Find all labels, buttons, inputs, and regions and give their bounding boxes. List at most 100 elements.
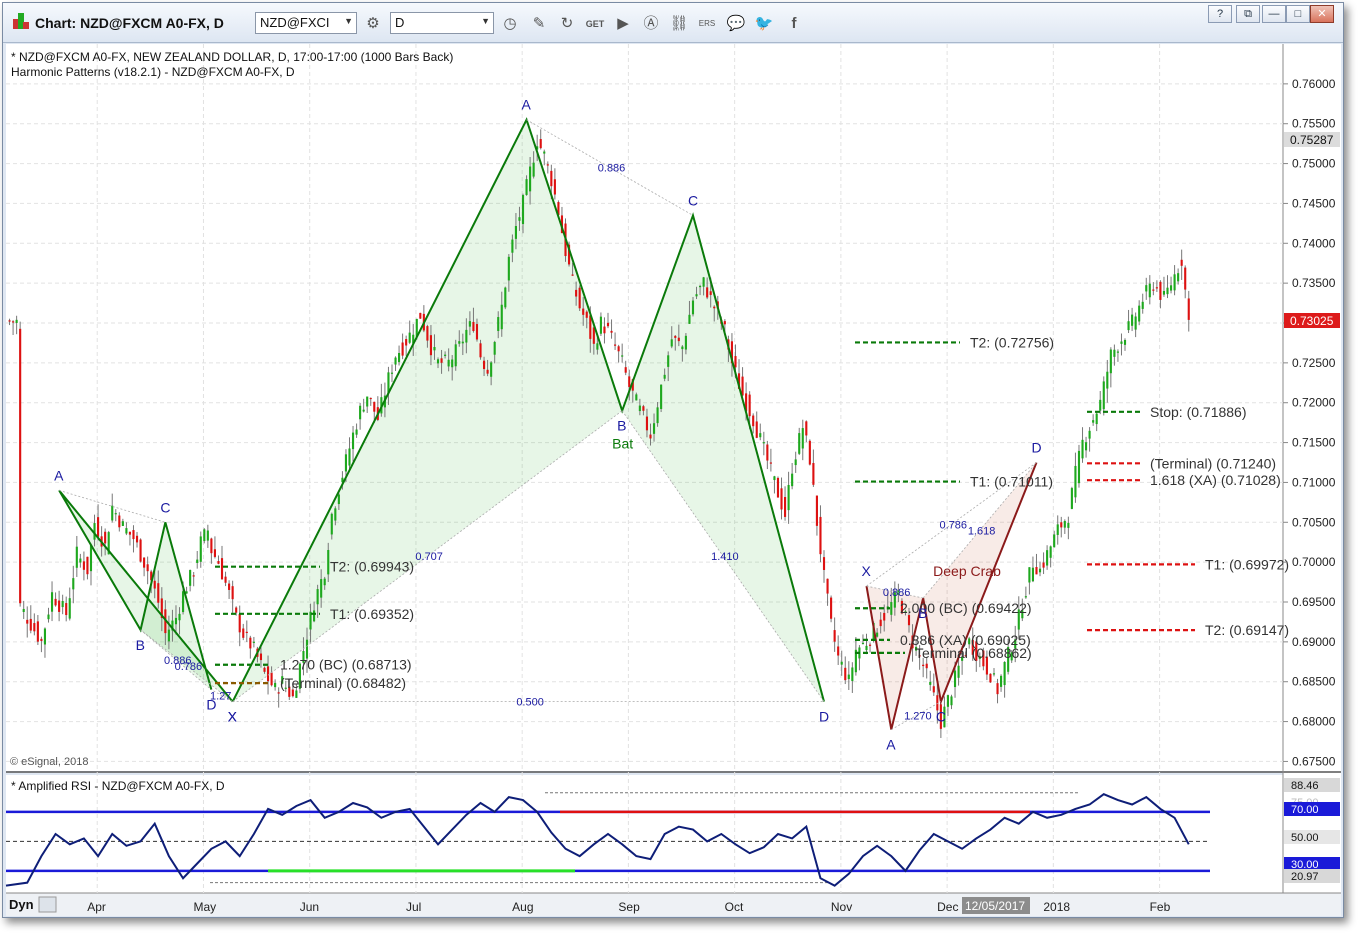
candle-body[interactable] <box>43 628 47 645</box>
candle-body[interactable] <box>989 673 992 683</box>
candle-body[interactable] <box>1077 450 1081 484</box>
candle-body[interactable] <box>723 321 726 325</box>
candle-body[interactable] <box>1038 568 1042 573</box>
candle-body[interactable] <box>1148 283 1151 298</box>
interval-combo[interactable]: D ▼ <box>390 12 494 34</box>
candle-body[interactable] <box>585 311 588 318</box>
candle-body[interactable] <box>493 341 496 355</box>
candle-body[interactable] <box>1060 522 1063 528</box>
candle-body[interactable] <box>146 564 149 572</box>
candle-body[interactable] <box>709 291 712 295</box>
candle-body[interactable] <box>79 558 82 563</box>
candle-body[interactable] <box>808 440 811 465</box>
candle-body[interactable] <box>621 355 624 357</box>
candle-body[interactable] <box>132 530 135 540</box>
candle-body[interactable] <box>557 202 560 216</box>
candle-body[interactable] <box>589 315 592 339</box>
candle-body[interactable] <box>748 394 751 417</box>
candle-body[interactable] <box>656 407 659 424</box>
candle-body[interactable] <box>426 326 429 341</box>
candle-body[interactable] <box>220 558 224 580</box>
candle-body[interactable] <box>1028 567 1031 583</box>
candle-body[interactable] <box>971 639 974 655</box>
candle-body[interactable] <box>638 405 641 412</box>
candle-body[interactable] <box>1099 399 1102 411</box>
candle-body[interactable] <box>1145 285 1148 292</box>
candle-body[interactable] <box>366 396 369 407</box>
candle-body[interactable] <box>847 674 850 680</box>
candle-body[interactable] <box>596 343 599 350</box>
candle-body[interactable] <box>794 459 797 466</box>
candle-body[interactable] <box>1155 287 1158 289</box>
candle-body[interactable] <box>348 448 351 466</box>
candle-body[interactable] <box>741 376 744 396</box>
candle-body[interactable] <box>1021 610 1024 619</box>
candle-body[interactable] <box>440 358 443 363</box>
candle-body[interactable] <box>192 575 195 577</box>
candle-body[interactable] <box>1000 675 1003 687</box>
candle-body[interactable] <box>316 589 319 605</box>
candle-body[interactable] <box>160 598 163 618</box>
link-icon[interactable]: ⛓ <box>669 15 689 32</box>
candle-body[interactable] <box>762 442 765 444</box>
candle-body[interactable] <box>755 421 758 438</box>
candle-body[interactable] <box>706 287 709 298</box>
candle-body[interactable] <box>936 695 939 711</box>
candle-body[interactable] <box>929 681 932 685</box>
candle-body[interactable] <box>1152 289 1155 291</box>
candle-body[interactable] <box>539 139 542 149</box>
pencil-icon[interactable]: ✎ <box>532 15 546 32</box>
candle-body[interactable] <box>606 322 610 327</box>
candle-body[interactable] <box>65 603 68 616</box>
candle-body[interactable] <box>631 379 634 391</box>
candle-body[interactable] <box>773 476 776 481</box>
candle-body[interactable] <box>1162 290 1166 295</box>
candle-body[interactable] <box>521 195 525 225</box>
candle-body[interactable] <box>635 394 638 401</box>
candle-body[interactable] <box>1056 524 1059 535</box>
candle-body[interactable] <box>617 346 620 352</box>
candle-body[interactable] <box>1177 273 1180 282</box>
candle-body[interactable] <box>274 682 277 688</box>
dyn-button[interactable]: Dyn <box>9 897 34 912</box>
candle-body[interactable] <box>465 329 468 343</box>
candle-body[interactable] <box>277 692 280 694</box>
candle-body[interactable] <box>334 508 337 521</box>
candle-body[interactable] <box>401 342 404 356</box>
candle-body[interactable] <box>390 372 394 374</box>
candle-body[interactable] <box>805 421 808 436</box>
candle-body[interactable] <box>819 516 822 555</box>
candle-body[interactable] <box>851 667 854 682</box>
candle-body[interactable] <box>305 639 309 659</box>
candle-body[interactable] <box>242 628 245 638</box>
candle-body[interactable] <box>670 339 673 347</box>
candle-body[interactable] <box>468 321 471 327</box>
candle-body[interactable] <box>642 406 645 411</box>
candle-body[interactable] <box>228 583 231 590</box>
candle-body[interactable] <box>429 335 433 356</box>
settings-gear-icon[interactable]: ⚙ <box>366 15 380 32</box>
twitter-icon[interactable]: 🐦 <box>754 15 774 32</box>
candle-body[interactable] <box>150 571 153 581</box>
candle-body[interactable] <box>1123 339 1127 345</box>
restore-button[interactable]: ⧉ <box>1236 5 1260 23</box>
candle-body[interactable] <box>217 561 220 564</box>
candle-body[interactable] <box>454 344 457 367</box>
candle-body[interactable] <box>922 664 925 667</box>
candle-body[interactable] <box>355 429 358 435</box>
rsi-series-line[interactable] <box>5 793 1190 887</box>
candle-body[interactable] <box>75 546 78 568</box>
candle-body[interactable] <box>830 597 833 619</box>
candle-body[interactable] <box>419 312 422 319</box>
candle-body[interactable] <box>72 578 75 590</box>
candle-body[interactable] <box>412 334 415 344</box>
candle-body[interactable] <box>344 454 348 472</box>
candle-body[interactable] <box>472 321 475 332</box>
candle-body[interactable] <box>196 559 199 563</box>
candle-body[interactable] <box>861 642 865 645</box>
candle-body[interactable] <box>791 473 794 487</box>
candle-body[interactable] <box>766 444 769 461</box>
candle-body[interactable] <box>22 608 25 612</box>
candle-body[interactable] <box>649 434 652 439</box>
